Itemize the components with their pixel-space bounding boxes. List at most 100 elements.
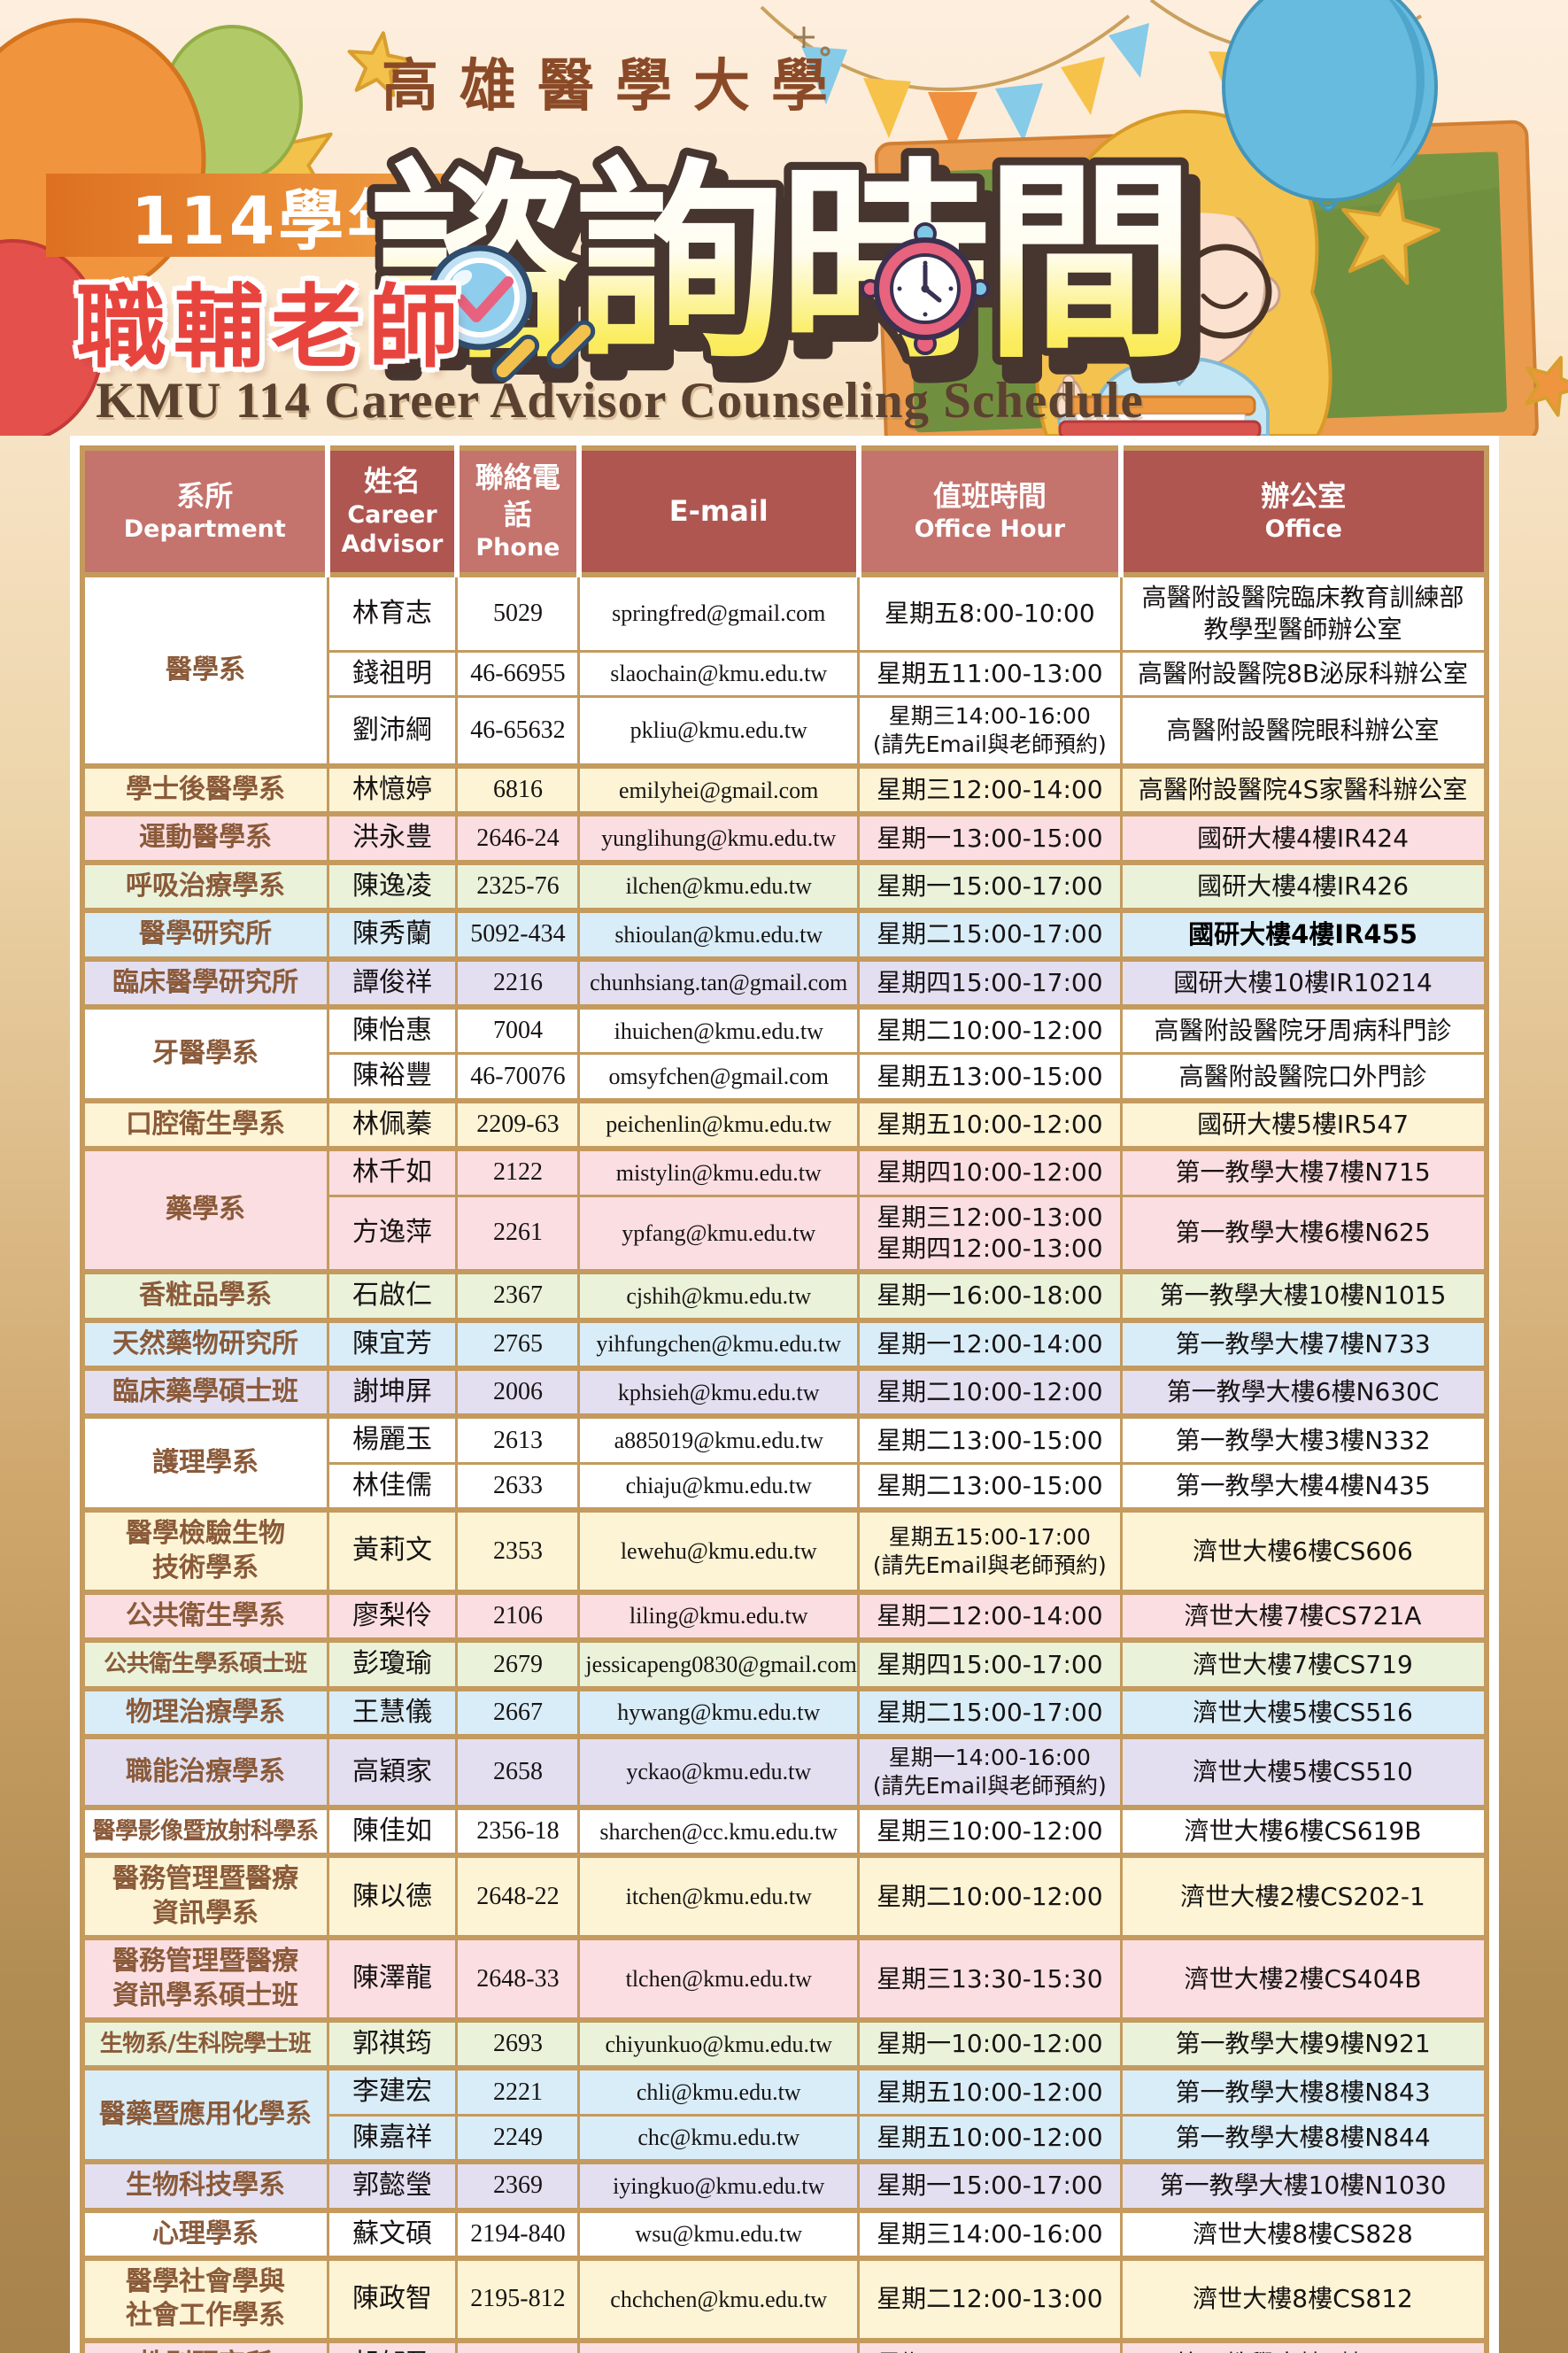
magnifier-check-icon (427, 244, 596, 383)
phone-cell: 2693 (455, 2016, 581, 2070)
year-banner-label: 114學年度 (130, 182, 486, 259)
books-icon (1058, 395, 1262, 436)
office-cell: 第一教學大樓7樓N733 (1119, 1317, 1488, 1370)
department-cell: 公共衛生學系碩士班 (81, 1637, 329, 1691)
office-cell: 第一教學大樓3樓N332 (1119, 1413, 1488, 1465)
department-cell: 臨床藥學碩士班 (81, 1365, 329, 1418)
department-cell: 牙醫學系 (81, 1003, 329, 1103)
email-cell: sharchen@cc.kmu.edu.tw (577, 1805, 861, 1857)
email-cell: yihfungchen@kmu.edu.tw (577, 1317, 861, 1370)
email-cell: shioulan@kmu.edu.tw (577, 908, 861, 961)
column-header: E-mail (575, 448, 861, 577)
office-cell: 第一教學大樓6樓N630C (1119, 1365, 1488, 1418)
email-cell: tlchen@kmu.edu.tw (577, 1935, 861, 2022)
email-cell: chli@kmu.edu.tw (577, 2065, 861, 2117)
office-cell: 第一教學大樓4樓N435 (1119, 1461, 1488, 1512)
name-cell: 陳逸凌 (326, 859, 459, 912)
table-row: 方逸萍 2261 ypfang@kmu.edu.tw 星期三12:00-13:00 星… (82, 1194, 1488, 1273)
name-cell: 高穎家 (326, 1734, 459, 1809)
column-header: 辦公室 Office (1118, 448, 1488, 577)
phone-cell: 2204-863 (455, 2337, 581, 2353)
table-row: 護理學系 楊麗玉 2613 a885019@kmu.edu.tw 星期二13:00-15… (81, 1413, 1488, 1512)
hours-cell: 星期三10:00-12:00 (857, 1805, 1123, 1857)
column-header-zh: 系所 (176, 478, 234, 513)
hours-cell: 星期五10:00-12:00 (857, 2065, 1123, 2117)
table-body: 醫學系 林育志 5029 springfred@gmail.com 星期五8:00-10… (81, 571, 1488, 2353)
email-cell: yunglihung@kmu.edu.tw (577, 811, 861, 864)
name-cell: 陳嘉祥 (326, 2113, 459, 2163)
email-cell: slaochain@kmu.edu.tw (577, 649, 861, 698)
name-cell: 方逸萍 (326, 1194, 459, 1273)
email-cell: a885019@kmu.edu.tw (577, 1413, 861, 1465)
department-cell: 口腔衛生學系 (81, 1097, 329, 1150)
hours-cell: 星期四15:00-17:00 (857, 956, 1123, 1009)
name-cell: 胡郁盈 (326, 2337, 459, 2353)
phone-cell: 2646-24 (455, 811, 581, 864)
column-header-en: Phone (475, 534, 560, 562)
name-cell: 蘇文碩 (326, 2207, 459, 2260)
email-cell: ihuichen@kmu.edu.tw (577, 1003, 861, 1056)
column-header: 聯絡電話 Phone (453, 448, 581, 577)
hours-cell: 星期二13:00-15:00 (857, 1461, 1123, 1512)
university-title: 高雄醫學大學 (382, 54, 849, 120)
office-cell: 第一教學大樓7樓N715 (1119, 1146, 1488, 1197)
name-cell: 林育志 (326, 571, 459, 653)
department-cell: 護理學系 (81, 1413, 329, 1512)
email-cell: mistylin@kmu.edu.tw (577, 1146, 861, 1197)
phone-cell: 2679 (455, 1637, 581, 1691)
name-cell: 楊麗玉 (326, 1413, 459, 1465)
department-cell: 醫學系 (81, 571, 329, 768)
red-balloon-icon (0, 239, 104, 436)
email-cell: yuyinghu@kmu.edu.tw (577, 2337, 861, 2353)
phone-cell: 46-65632 (455, 694, 581, 768)
table-row: 醫學影像暨放射科學系 陳佳如 2356-18 sharchen@cc.kmu.edu.… (81, 1805, 1488, 1857)
table-row: 物理治療學系 王慧儀 2667 hywang@kmu.edu.tw 星期二15:00-1… (81, 1685, 1488, 1738)
phone-cell: 5029 (455, 571, 581, 653)
department-cell: 臨床醫學研究所 (81, 956, 329, 1009)
email-cell: jessicapeng0830@gmail.com (577, 1637, 861, 1691)
department-cell: 職能治療學系 (81, 1734, 329, 1809)
header-row: 系所 Department 姓名 Career Advisor 聯絡電話 Phone E-m… (81, 448, 1488, 577)
phone-cell: 2221 (455, 2065, 581, 2117)
table-panel: 系所 Department 姓名 Career Advisor 聯絡電話 Phone E-m… (69, 436, 1499, 2353)
table-row: 藥學系 林千如 2122 mistylin@kmu.edu.tw 星期四10:00-12… (81, 1146, 1488, 1273)
phone-cell: 2261 (455, 1194, 581, 1273)
phone-cell: 2194-840 (455, 2207, 581, 2260)
phone-cell: 5092-434 (455, 908, 581, 961)
hours-cell: 星期二13:00-15:00 (857, 1413, 1123, 1465)
name-cell: 郭懿瑩 (326, 2159, 459, 2212)
hours-cell: 星期二12:00-14:00 (857, 1589, 1123, 1642)
phone-cell: 2122 (455, 1146, 581, 1197)
year-banner: 114學年度 (46, 174, 570, 259)
email-cell: liling@kmu.edu.tw (577, 1589, 861, 1642)
phone-cell: 2765 (455, 1317, 581, 1370)
email-cell: cjshih@kmu.edu.tw (577, 1269, 861, 1322)
name-cell: 謝坤屏 (326, 1365, 459, 1418)
column-header-en: Career Advisor (341, 500, 444, 559)
office-cell: 高醫附設醫院牙周病科門診 (1119, 1003, 1488, 1056)
office-cell: 國研大樓4樓IR455 (1119, 908, 1488, 961)
table-row: 公共衛生學系 廖梨伶 2106 liling@kmu.edu.tw 星期二12:00-1… (81, 1589, 1488, 1642)
column-header-en: Office (1264, 515, 1342, 544)
department-cell: 醫學影像暨放射科學系 (81, 1805, 329, 1857)
column-header: 系所 Department (81, 448, 329, 577)
hours-cell: 星期三14:00-16:00 (857, 2207, 1123, 2260)
department-cell: 醫學研究所 (81, 908, 329, 961)
name-cell: 林憶婷 (326, 762, 459, 816)
table-row: 醫藥暨應用化學系 李建宏 2221 chli@kmu.edu.tw 星期五10:00-1… (81, 2065, 1488, 2163)
hours-cell: 星期五13:00-15:00 (857, 1052, 1123, 1103)
department-cell: 天然藥物研究所 (81, 1317, 329, 1370)
hours-cell: 星期五8:00-10:00 (857, 571, 1123, 653)
table-row: 運動醫學系 洪永豊 2646-24 yunglihung@kmu.edu.tw 星期一1… (81, 811, 1488, 864)
hours-cell: 星期一12:00-14:00 (857, 1317, 1123, 1370)
office-cell: 國研大樓10樓IR10214 (1119, 956, 1488, 1009)
phone-cell: 2367 (455, 1269, 581, 1322)
phone-cell: 46-70076 (455, 1052, 581, 1103)
hours-cell: 星期二12:00-13:00 (857, 2255, 1123, 2342)
department-cell: 香粧品學系 (81, 1269, 329, 1322)
department-cell: 生物科技學系 (81, 2159, 329, 2212)
department-cell: 醫務管理暨醫療 資訊學系 (81, 1853, 329, 1939)
office-cell: 濟世大樓6樓CS619B (1119, 1805, 1488, 1857)
teacher-illustration (1035, 109, 1332, 436)
email-cell: chc@kmu.edu.tw (577, 2113, 861, 2163)
